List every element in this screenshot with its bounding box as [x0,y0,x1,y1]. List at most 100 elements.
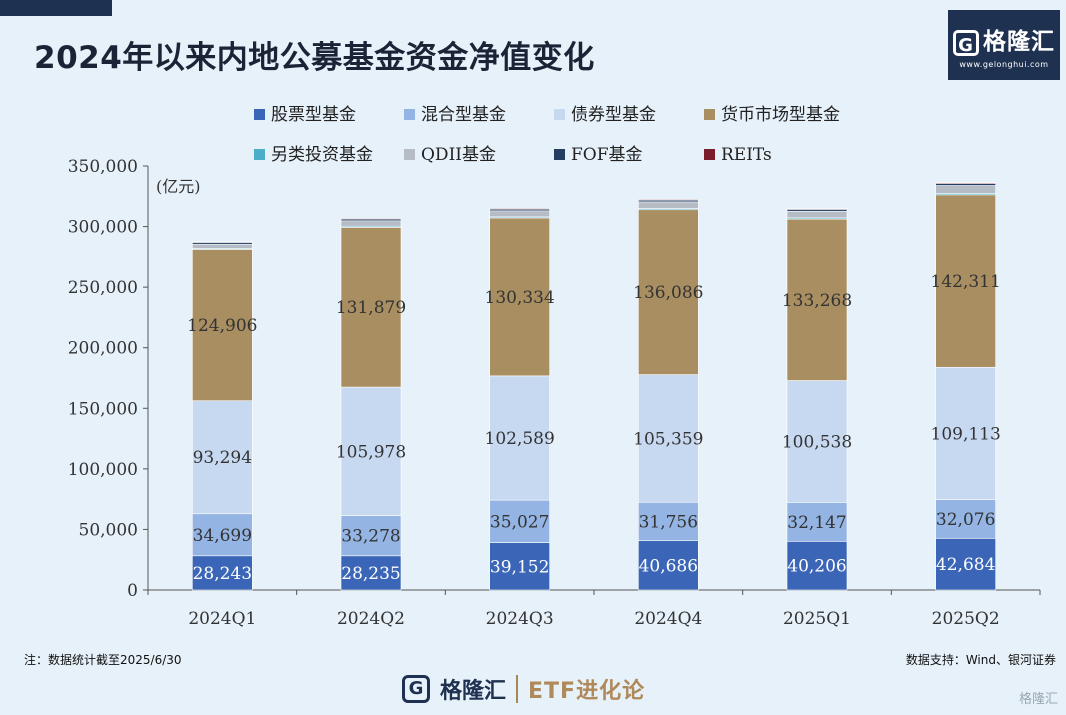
brand-url: www.gelonghui.com [959,60,1049,69]
bar-segment [340,227,402,388]
data-label: 39,152 [490,557,549,577]
bar-segment [340,220,402,227]
bar-segment [489,542,550,591]
footer-column: ETF进化论 [528,679,646,704]
y-tick-label: 50,000 [79,520,138,540]
y-tick-label: 200,000 [68,339,138,359]
data-label: 31,756 [639,512,698,532]
bar-segment [786,540,848,591]
legend-label: FOF基金 [571,145,643,165]
bar-segment [935,366,996,500]
stacked-bar-chart: 0 50,000 100,000 150,000 200,000 250,000 300,0… [68,105,1041,629]
legend-label: QDII基金 [421,145,496,165]
bar-segment [786,208,848,210]
bar-segment [935,537,996,591]
data-label: 105,359 [633,429,703,449]
bar-segment [786,218,848,381]
bar-segment [935,499,996,539]
bar-segment [786,210,848,219]
bar-segment [935,182,996,184]
legend-swatch [554,149,565,160]
y-tick-label: 350,000 [68,157,138,177]
data-label: 130,334 [485,288,555,308]
legend-swatch [704,109,715,120]
data-note: 注：数据统计截至2025/6/30 [24,653,182,667]
data-label: 100,538 [782,432,852,452]
legend-label: 另类投资基金 [271,145,373,165]
legend-label: 货币市场型基金 [721,105,840,125]
x-tick-label: 2024Q4 [634,609,702,629]
g-logo-icon: G [953,29,979,56]
legend-label: REITs [721,145,772,165]
corner-watermark: 格隆汇 [1018,692,1058,707]
x-tick-label: 2025Q2 [932,609,1000,629]
data-label: 105,978 [336,442,406,462]
bar-segment [489,208,550,210]
bar-segment [489,217,550,377]
data-label: 124,906 [187,316,257,336]
bar-segment [489,210,550,218]
bar-segment [192,400,253,515]
data-label: 93,294 [193,448,252,468]
data-label: 40,206 [787,557,846,577]
bar-segment [340,386,402,516]
x-tick-label: 2024Q3 [486,609,554,629]
bar-segment [638,374,699,503]
bar-segment [192,249,253,402]
bar-segment [192,243,253,249]
bar-segment [786,502,848,542]
data-label: 28,243 [193,564,252,584]
brand-logo: G 格隆汇 www.gelonghui.com [948,10,1060,80]
data-label: 28,235 [341,564,400,584]
y-axis-label: (亿元) [156,177,201,196]
y-tick-label: 100,000 [68,460,138,480]
legend-label: 债券型基金 [571,105,656,125]
bar-segment [935,185,996,194]
bar-segment [638,540,699,591]
x-tick-label: 2025Q1 [783,609,851,629]
bar-segment [638,199,699,201]
y-tick-label: 150,000 [68,399,138,419]
page-title: 2024年以来内地公募基金资金净值变化 [34,40,595,76]
data-label: 35,027 [490,512,549,532]
data-label: 40,686 [639,556,698,576]
data-label: 102,589 [485,429,555,449]
data-label: 136,086 [633,283,703,303]
y-tick-label: 300,000 [68,218,138,238]
footer-g-logo-icon: G [402,675,430,703]
legend-swatch [704,149,715,160]
y-tick-label: 0 [127,581,138,601]
bar-segment [192,555,253,591]
bar-segment [638,201,699,209]
legend-swatch [404,149,415,160]
x-tick-label: 2024Q2 [337,609,405,629]
bar-segment [192,241,253,243]
bar-segment [638,501,699,542]
data-label: 32,076 [936,510,995,530]
bar-segment [340,555,402,591]
data-label: 42,684 [936,555,995,575]
brand-name: 格隆汇 [983,29,1055,55]
data-label: 34,699 [193,526,252,546]
legend-swatch [254,109,265,120]
brand-logo-name: G 格隆汇 [948,22,1060,56]
top-strip [0,0,112,16]
legend-swatch [554,109,565,120]
legend-label: 股票型基金 [271,105,356,125]
x-tick-label: 2024Q1 [188,609,256,629]
data-label: 33,278 [341,527,400,547]
bar-segment [489,499,550,543]
data-label: 109,113 [931,424,1001,444]
bar-segment [786,380,848,503]
bar-segment [489,375,550,501]
footer-logo: G 格隆汇 ETF进化论 [402,671,645,707]
data-label: 133,268 [782,291,852,311]
data-label: 142,311 [931,272,1001,292]
bar-segment [638,209,699,375]
legend-swatch [404,109,415,120]
bar-segment [935,194,996,368]
footer-brand: 格隆汇 [440,679,507,704]
data-label: 32,147 [787,513,846,533]
data-source: 数据支持：Wind、银河证券 [905,653,1056,667]
y-tick-label: 250,000 [68,278,138,298]
